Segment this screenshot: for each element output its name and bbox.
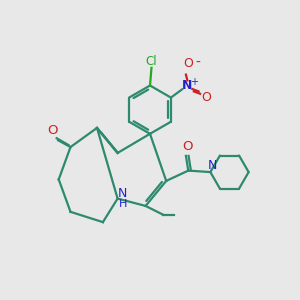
Text: N: N xyxy=(182,79,193,92)
Text: -: - xyxy=(196,56,201,70)
Text: O: O xyxy=(183,57,193,70)
Text: O: O xyxy=(47,124,58,137)
Text: H: H xyxy=(118,199,127,209)
Text: Cl: Cl xyxy=(146,55,157,68)
Text: O: O xyxy=(182,140,193,153)
Text: N: N xyxy=(118,187,127,200)
Text: N: N xyxy=(207,159,217,172)
Text: O: O xyxy=(201,91,211,104)
Text: +: + xyxy=(190,77,198,87)
